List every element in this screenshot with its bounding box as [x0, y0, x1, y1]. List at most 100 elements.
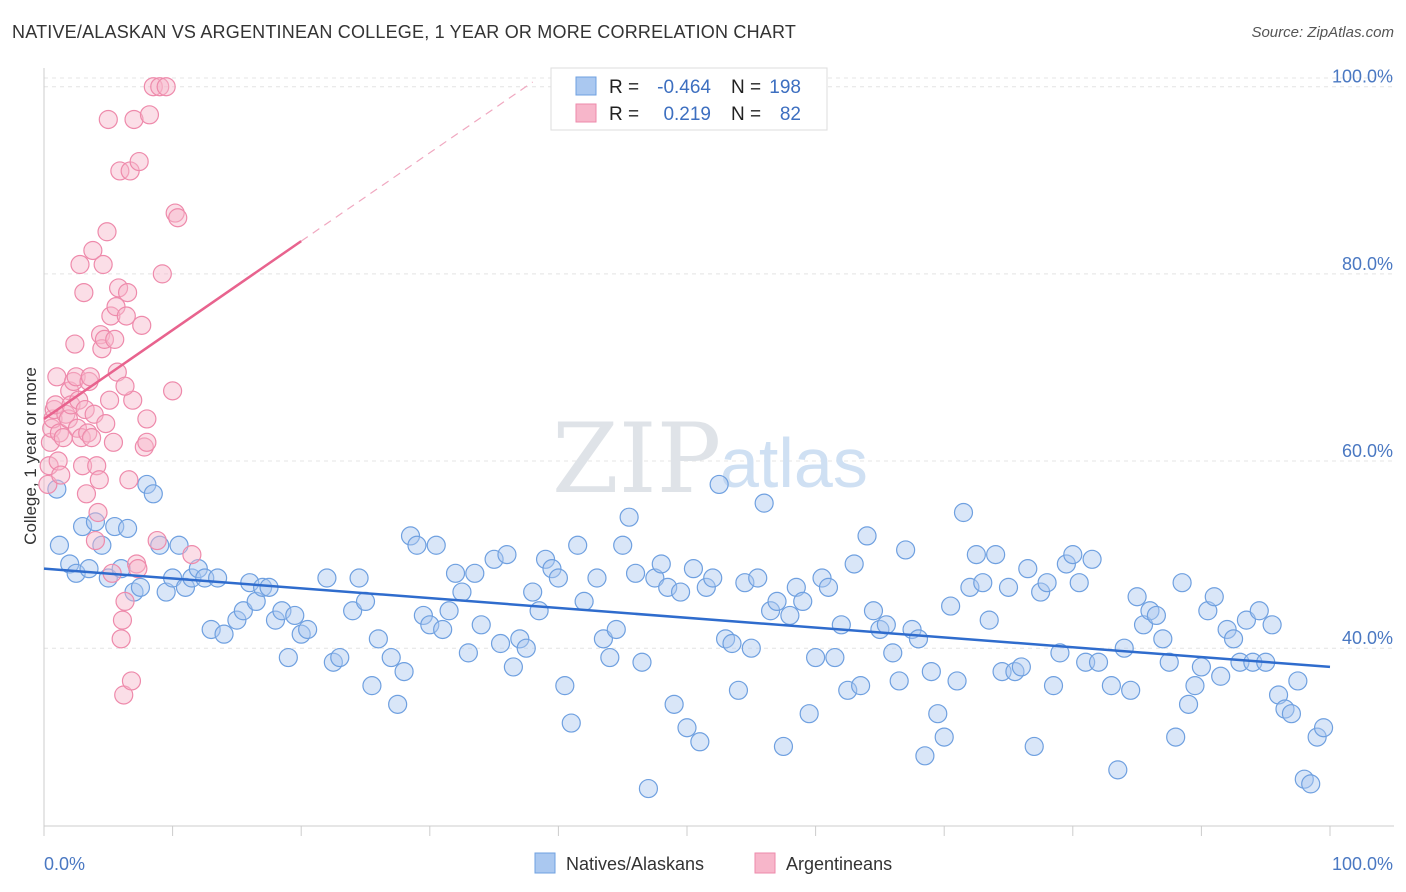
point-series0-13 [130, 577, 151, 597]
point-series0-167 [1172, 573, 1192, 593]
series-legend-swatch-natives [534, 852, 556, 874]
point-series0-83 [625, 563, 646, 583]
point-series0-159 [1121, 680, 1141, 700]
point-series0-94 [696, 577, 716, 597]
point-series0-156 [1101, 676, 1121, 696]
point-series0-25 [208, 568, 228, 588]
point-series0-141 [998, 577, 1019, 597]
point-series0-114 [825, 647, 845, 668]
stats-n-value-2: 82 [780, 104, 801, 125]
point-series1-80 [128, 559, 148, 579]
point-series0-103 [754, 493, 774, 513]
watermark-atlas: atlas [720, 424, 868, 502]
stats-n-label-1: N = [731, 77, 761, 98]
point-series0-132 [941, 596, 961, 616]
point-series0-128 [915, 746, 935, 766]
point-series0-168 [1178, 694, 1199, 714]
point-series0-171 [1198, 601, 1218, 621]
point-series1-51 [108, 278, 129, 298]
x-tick-label-left: 0.0% [44, 854, 85, 874]
stats-legend: R = -0.464 N = 198 R = 0.219 N = 82 [550, 67, 828, 131]
point-series1-0 [38, 474, 58, 495]
point-series1-68 [137, 409, 157, 429]
point-series0-78 [593, 629, 614, 649]
point-series0-26 [214, 624, 234, 644]
point-series0-28 [233, 601, 253, 621]
point-series0-127 [908, 629, 929, 649]
point-series0-55 [433, 619, 453, 640]
point-series1-47 [103, 432, 124, 452]
point-series0-11 [117, 518, 138, 539]
point-series0-149 [1050, 643, 1070, 663]
axes [43, 68, 1394, 836]
point-series0-179 [1249, 601, 1269, 621]
stats-legend-swatch-blue [575, 76, 597, 96]
chart-title: NATIVE/ALASKAN VS ARGENTINEAN COLLEGE, 1… [12, 22, 797, 42]
point-series0-33 [265, 610, 286, 630]
point-series1-76 [163, 381, 183, 401]
point-series0-73 [555, 676, 575, 696]
point-series0-45 [362, 676, 382, 696]
stats-r-value-1: -0.464 [657, 77, 711, 98]
series-legend-argentineans: Argentineans [786, 854, 892, 874]
point-series0-89 [664, 694, 684, 714]
point-series0-91 [677, 718, 697, 738]
point-series0-101 [741, 638, 761, 658]
point-series0-138 [979, 610, 999, 630]
point-series0-148 [1043, 676, 1064, 696]
point-series1-8 [48, 451, 68, 471]
point-series0-157 [1108, 760, 1128, 780]
point-series0-77 [587, 568, 607, 588]
point-series0-88 [658, 577, 678, 597]
point-series1-73 [150, 77, 170, 97]
point-series0-163 [1146, 605, 1166, 626]
point-series0-72 [548, 568, 569, 588]
point-series1-58 [117, 282, 138, 303]
point-series1-79 [182, 545, 202, 565]
point-series0-182 [1268, 685, 1289, 705]
x-tick-label-right: 100.0% [1332, 854, 1393, 874]
point-series0-2 [60, 554, 80, 574]
point-series1-78 [168, 208, 188, 228]
trend-lines [43, 81, 1331, 669]
point-series1-72 [147, 530, 167, 551]
data-points [38, 77, 1334, 799]
point-series0-75 [568, 535, 588, 555]
stats-r-label-2: R = [609, 104, 639, 125]
point-series0-66 [510, 629, 530, 649]
point-series0-96 [709, 474, 729, 495]
point-series1-75 [156, 77, 176, 97]
point-series0-24 [201, 619, 221, 640]
stats-legend-swatch-pink [575, 103, 597, 123]
point-series0-124 [889, 671, 909, 691]
point-series0-68 [523, 582, 543, 602]
point-series0-76 [574, 591, 594, 612]
point-series0-134 [953, 502, 974, 523]
y-tick-label-3: 100.0% [1332, 67, 1393, 87]
point-series0-188 [1307, 727, 1327, 747]
point-series1-25 [75, 399, 95, 420]
point-series0-44 [355, 591, 376, 612]
point-series0-99 [728, 680, 749, 700]
point-series0-123 [883, 643, 903, 663]
point-series0-3 [66, 563, 86, 583]
point-series0-158 [1114, 638, 1134, 658]
point-series0-100 [735, 573, 755, 593]
point-series0-70 [535, 549, 556, 569]
point-series0-172 [1204, 587, 1224, 607]
stats-legend-box [550, 67, 828, 131]
y-tick-label-0: 40.0% [1342, 628, 1393, 648]
point-series0-165 [1159, 652, 1179, 672]
point-series0-81 [613, 535, 633, 555]
point-series0-15 [143, 484, 163, 504]
point-series0-42 [343, 601, 363, 621]
series-legend: Natives/Alaskans Argentineans [534, 852, 892, 874]
point-series1-24 [74, 282, 94, 303]
point-series1-65 [129, 151, 149, 172]
point-series0-135 [960, 577, 980, 597]
point-series0-189 [1313, 718, 1334, 738]
point-series0-181 [1262, 615, 1282, 635]
point-series0-105 [767, 591, 787, 612]
point-series0-27 [227, 610, 247, 630]
